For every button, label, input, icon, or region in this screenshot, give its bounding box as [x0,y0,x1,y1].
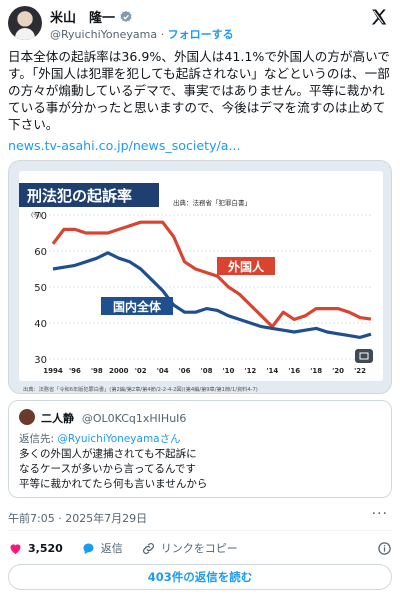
chart-source-bottom: 出典：法務省「令和6年版犯罪白書」(第2編/第2章/第4節/2-2-4-2図)(… [23,385,258,393]
quoted-author-handle[interactable]: @OL0KCq1xHIHuI6 [81,412,187,425]
x-tick-label: '20 [332,367,344,375]
x-tick-label: '08 [201,367,213,375]
y-tick-label: 50 [34,283,47,294]
author-name-row[interactable]: 米山 隆一 [50,7,133,26]
quoted-text: 多くの外国人が逮捕されても不起訴に なるケースが多いから言ってるんです 平等に裁… [19,448,208,490]
series-line-0 [51,220,372,329]
x-tick-label: '14 [266,367,278,375]
quoted-author-name[interactable]: 二人静 [41,412,74,425]
chart-title-bg [19,183,159,207]
chart-title: 刑法犯の起訴率 [27,187,132,205]
divider [8,530,392,531]
article-link[interactable]: news.tv-asahi.co.jp/news_society/a... [8,138,241,153]
info-icon[interactable] [377,541,392,556]
x-tick-label: '16 [288,367,300,375]
reply-context: 返信先: @RyuichiYoneyamaさん [19,431,181,446]
copy-link-button[interactable]: リンクをコピー [141,540,238,556]
author-avatar[interactable] [8,6,42,40]
y-tick-label: 40 [34,319,47,330]
like-count: 3,520 [28,541,63,555]
tweet-text: 日本全体の起訴率は36.9%、外国人は41.1%で外国人の方が高いです。「外国人… [8,49,390,132]
reply-icon [83,543,94,554]
x-tick-label: '10 [223,367,235,375]
copy-link-label: リンクをコピー [160,542,238,555]
quoted-avatar[interactable] [19,409,35,425]
y-tick-label: 30 [34,355,47,366]
reply-label: 返信 [100,542,123,555]
x-tick-label: '18 [310,367,322,375]
x-tick-label: '06 [179,367,191,375]
chart-source-top: 出典：法務省「犯罪白書」 [173,198,251,207]
author-handle-row: @RyuichiYoneyama · フォローする [50,26,234,42]
y-tick-label: 70 [34,211,47,222]
tweet-timestamp[interactable]: 午前7:05 · 2025年7月29日 [8,512,148,525]
verified-badge-icon [120,10,132,22]
image-icon[interactable] [355,349,373,363]
quoted-tweet[interactable]: 二人静 @OL0KCq1xHIHuI6 返信先: @RyuichiYoneyam… [8,400,392,498]
tweet-header: 米山 隆一 @RyuichiYoneyama · フォローする [8,4,392,44]
author-name[interactable]: 米山 隆一 [50,11,116,26]
follow-button[interactable]: フォローする [167,28,234,41]
y-axis-label: (%) [31,212,41,219]
chart-panel [19,171,383,381]
author-handle[interactable]: @RyuichiYoneyama [50,28,158,41]
x-tick-label: '12 [244,367,256,375]
read-replies-button[interactable]: 403件の返信を読む [8,564,392,590]
reply-prefix: 返信先: [19,433,58,445]
action-bar: 3,520 返信 リンクをコピー [8,538,392,558]
x-tick-label: '04 [157,367,169,375]
x-tick-label: '98 [91,367,103,375]
crime-prosecution-chart: 刑法犯の起訴率 出典：法務省「犯罪白書」 (%) 30 40 50 60 70 1994… [9,161,391,393]
x-tick-label: '96 [69,367,81,375]
x-tick-label: 2000 [109,367,129,375]
more-options-icon[interactable]: ··· [371,506,388,522]
series-label: 外国人 [228,259,265,274]
quoted-name-row: 二人静 @OL0KCq1xHIHuI6 [41,410,186,426]
reply-mention[interactable]: @RyuichiYoneyamaさん [57,433,181,445]
reply-button[interactable]: 返信 [81,540,123,556]
y-tick-label: 60 [34,247,47,258]
series-label-bg [217,257,275,275]
separator-dot: · [160,28,165,41]
link-icon [142,542,154,554]
x-tick-label: '02 [135,367,147,375]
series-line-1 [52,251,372,339]
series-label: 国内全体 [113,299,162,314]
heart-icon [10,543,21,554]
tweet-media-image[interactable]: 刑法犯の起訴率 出典：法務省「犯罪白書」 (%) 30 40 50 60 70 1994… [8,160,392,394]
x-logo-icon[interactable] [370,8,388,26]
x-tick-label: 1994 [43,367,63,375]
like-button[interactable]: 3,520 [8,541,63,556]
series-label-bg [101,297,173,315]
x-tick-label: '22 [354,367,366,375]
